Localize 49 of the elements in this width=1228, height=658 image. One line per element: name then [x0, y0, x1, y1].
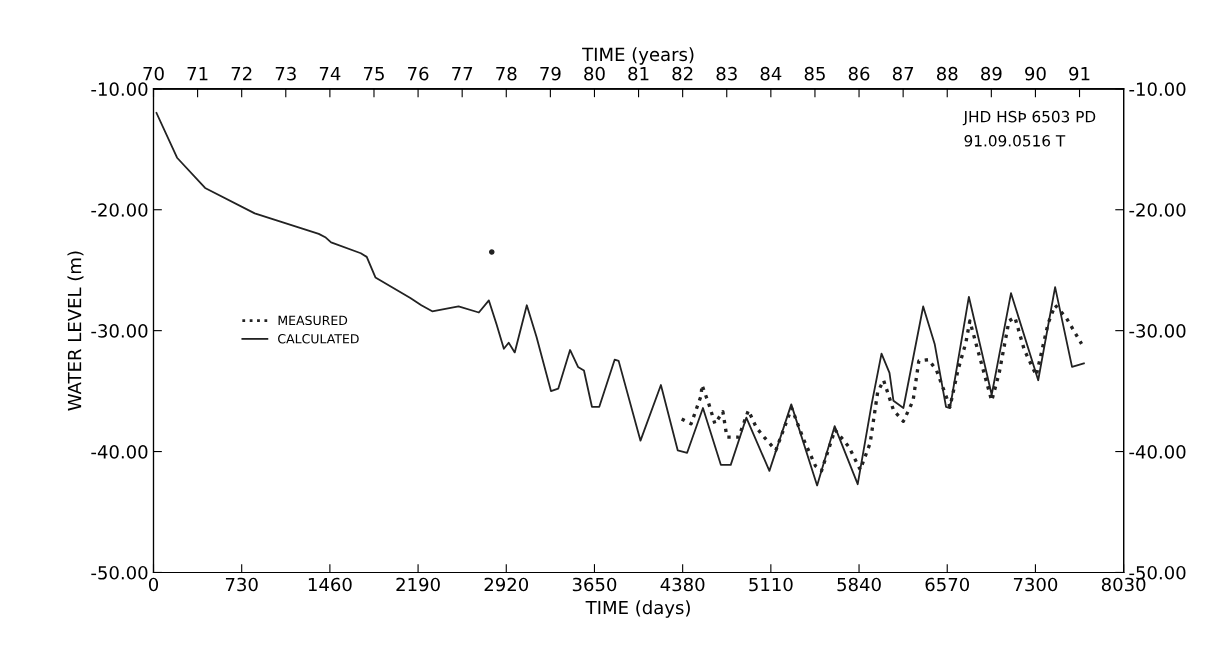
x2-tick-label: 83 [716, 66, 737, 81]
x-tick-label: 4380 [660, 577, 705, 592]
x2-tick-label: 90 [1025, 66, 1046, 81]
x2-tick-label: 70 [143, 66, 164, 81]
x-tick-label: 5840 [837, 577, 881, 592]
y2-tick-label: -10.00 [1129, 82, 1186, 96]
x2-tick-label: 85 [804, 66, 825, 81]
x2-tick-label: 87 [892, 66, 914, 81]
x-tick-label: 2190 [396, 577, 440, 592]
x2-tick-label: 77 [452, 67, 473, 81]
x2-tick-label: 89 [981, 66, 1002, 81]
y2-tick-label: -20.00 [1129, 203, 1186, 217]
x2-tick-label: 73 [275, 66, 296, 81]
y-tick-label: -30.00 [91, 324, 148, 338]
annotation: JHD HSÞ 6503 PD [962, 110, 1096, 126]
x-tick-label: 1460 [308, 577, 352, 592]
x2-tick-label: 80 [584, 66, 605, 81]
x-tick-label: 0 [148, 577, 159, 592]
x-axis-title: TIME (days) [585, 600, 690, 618]
x2-tick-label: 76 [408, 66, 429, 81]
y-tick-label: -50.00 [91, 565, 148, 580]
x-tick-label: 2920 [484, 577, 529, 592]
x2-tick-label: 71 [187, 67, 208, 81]
y-tick-label: -40.00 [91, 445, 148, 459]
x2-tick-label: 86 [848, 66, 870, 81]
x-tick-label: 5110 [749, 577, 793, 592]
x-tick-label: 3650 [572, 577, 617, 592]
y2-tick-label: -40.00 [1129, 445, 1186, 459]
x2-tick-label: 82 [672, 66, 693, 81]
x2-tick-label: 88 [936, 66, 958, 81]
y2-tick-label: -30.00 [1129, 324, 1186, 338]
annotation: 91.09.0516 T [964, 135, 1066, 147]
x2-axis-title: TIME (years) [582, 47, 694, 65]
x2-tick-label: 72 [231, 66, 252, 81]
x2-tick-label: 91 [1069, 66, 1090, 81]
x-tick-label: 7300 [1013, 577, 1058, 592]
x-tick-label: 6570 [925, 577, 970, 592]
legend-label: CALCULATED [278, 333, 359, 344]
x2-tick-label: 74 [319, 67, 341, 81]
x2-tick-label: 79 [540, 66, 561, 81]
x2-tick-label: 81 [628, 66, 649, 81]
y-tick-label: -10.00 [91, 82, 148, 96]
x2-tick-label: 75 [363, 67, 384, 81]
x-tick-label: 730 [225, 577, 258, 592]
x2-tick-label: 84 [760, 66, 782, 81]
x2-tick-label: 78 [496, 66, 517, 81]
y-axis-title: WATER LEVEL (m) [67, 251, 84, 411]
legend-label: MEASURED [278, 315, 348, 326]
y-tick-label: -20.00 [91, 203, 148, 217]
